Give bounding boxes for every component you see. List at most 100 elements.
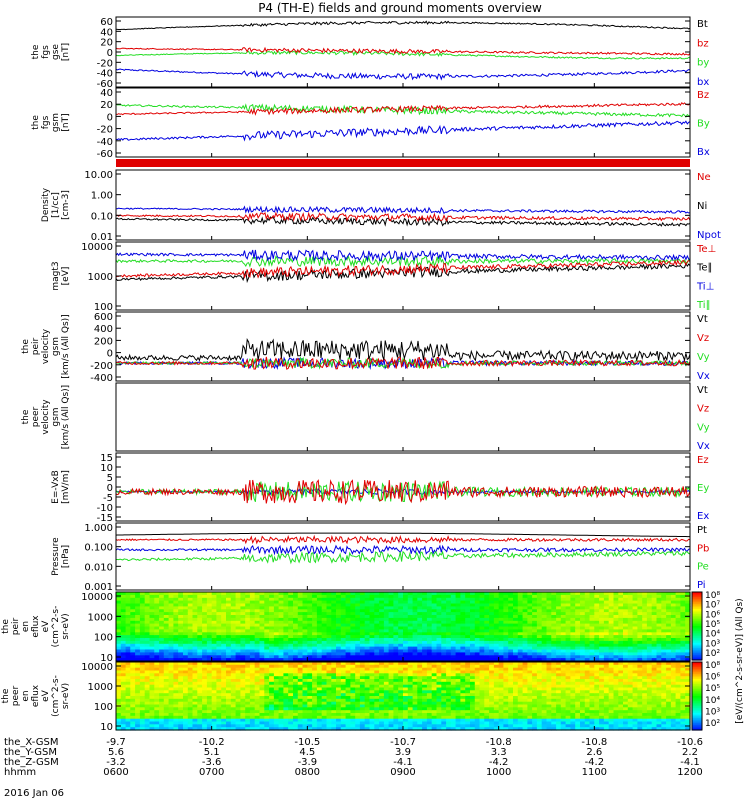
legend-Ez: Ez <box>697 455 709 466</box>
legend-Te∥: Te∥ <box>696 263 713 274</box>
colorbar-lower-cell <box>692 670 702 673</box>
trace-fgs-gsm-Bz <box>115 102 691 116</box>
ytick-label: 1000 <box>88 682 113 693</box>
ytick-label: -60 <box>97 79 113 90</box>
orbit-value: 5.6 <box>108 747 124 758</box>
colorbar-upper-frame <box>691 591 703 661</box>
trace-fgs-gse-bx <box>115 68 691 81</box>
colorbar-lower-cell <box>692 728 702 731</box>
ylabel-line: Density <box>41 187 51 222</box>
colorbar-upper-cell <box>692 614 702 617</box>
ylabel-line: [eV] <box>61 267 71 286</box>
colorbar-lower-cell <box>692 711 702 714</box>
orbit-value: -10.8 <box>581 737 607 748</box>
frame-density <box>115 169 691 241</box>
legend-Bx: Bx <box>697 147 710 158</box>
trace-fgs-gse-bz <box>115 46 691 56</box>
ytick-label: -20 <box>97 58 113 69</box>
colorbar-upper-cell <box>692 639 702 642</box>
spectrogram-peer-eflux <box>116 662 691 731</box>
trace-fgs-gse-by <box>115 50 691 60</box>
trace-efield-Ez <box>115 479 691 506</box>
orbit-value: -10.7 <box>390 737 416 748</box>
legend-Ti∥: Ti∥ <box>696 300 711 311</box>
legend-Te⊥: Te⊥ <box>696 244 716 255</box>
ytick-label: 0.100 <box>84 543 113 554</box>
ylabel-line: [nPa] <box>61 545 71 568</box>
orbit-row-label: the_Z-GSM <box>4 757 59 768</box>
ytick-label: -15 <box>97 513 113 524</box>
orbit-value: -3.2 <box>106 757 126 768</box>
colorbar-upper-cell <box>692 658 702 661</box>
frame-temp <box>115 241 691 311</box>
frame-peer-vel <box>115 382 691 452</box>
legend-Bz: Bz <box>697 90 709 101</box>
orbit-axis-labels: the_X-GSM -9.7 -10.2 -10.5 -10.7 -10.8 -10.8 -1… <box>4 737 703 778</box>
colorbar-lower-cell <box>692 679 702 682</box>
ytick-label: 40 <box>100 88 113 99</box>
ylabel-line: [mV/m] <box>61 470 71 504</box>
orbit-value: 3.9 <box>395 747 411 758</box>
colorbar-upper-cell <box>692 631 702 634</box>
orbit-value: -10.2 <box>199 737 225 748</box>
colorbar-lower-cell <box>692 723 702 726</box>
colorbar-upper-cell <box>692 641 702 644</box>
ylabel-line: magt3 <box>51 261 61 290</box>
ytick-label: -5 <box>103 493 113 504</box>
orbit-value: 0700 <box>199 767 224 778</box>
ylabel-line: [km/s (All Qs)] <box>61 314 71 378</box>
spectrogram-peir-eflux <box>116 592 691 662</box>
colorbar-lower-cell <box>692 694 702 697</box>
ytick-label: -20 <box>97 125 113 136</box>
ytick-label: 40 <box>100 27 113 38</box>
colorbar-upper-cell <box>692 617 702 620</box>
ylabel-line: peir <box>11 617 21 635</box>
ytick-label: 0.010 <box>84 562 113 573</box>
ylabel-line: Pressure <box>51 537 61 576</box>
orbit-row-label: the_X-GSM <box>4 737 58 748</box>
legend-Npot: Npot <box>697 230 721 241</box>
colorbar-lower-cell <box>692 684 702 687</box>
ytick-label: -400 <box>90 373 113 384</box>
legend-Pb: Pb <box>697 543 709 554</box>
panel-peer-vel: the peer velocity gsm [km/s (All Qs)] Vt Vz Vy V… <box>21 382 710 452</box>
colorbar-lower-tick: 10⁵ <box>705 684 720 694</box>
ytick-label: 10000 <box>81 592 113 603</box>
legend-Pe: Pe <box>697 562 709 573</box>
ylabel-line: the <box>21 339 31 354</box>
frame-fgs-gsm <box>115 87 691 158</box>
ytick-label: 0 <box>107 112 113 123</box>
colorbar-lower-cell <box>692 724 702 728</box>
panel-pressure: 1.000 0.100 0.010 0.001 Pressure [nPa] Pt Pb Pe P… <box>51 522 709 593</box>
legend-by: by <box>697 58 709 69</box>
legend-By: By <box>697 119 710 130</box>
orbit-value: 0900 <box>390 767 415 778</box>
colorbar-upper-cell <box>692 620 702 624</box>
colorbar-lower-cell <box>692 716 702 719</box>
colorbar-upper-cell <box>692 656 702 659</box>
trace-peir-vel-Vx <box>115 356 691 371</box>
ylabel-line: [nT] <box>61 43 71 61</box>
colorbar-upper-cell <box>692 619 702 622</box>
legend-Bt: Bt <box>697 19 708 30</box>
legend-Ne: Ne <box>697 172 711 183</box>
ylabel-line: gsm <box>51 407 61 426</box>
orbit-value: 2.6 <box>586 747 602 758</box>
orbit-value: -4.1 <box>680 757 700 768</box>
colorbar-lower-tick: 10⁴ <box>705 696 720 706</box>
ytick-label: 100 <box>94 633 113 644</box>
colorbar-upper-cell <box>692 649 702 653</box>
colorbar-lower-cell <box>692 665 702 668</box>
ylabel-line: eflux <box>31 684 41 707</box>
legend-Vy: Vy <box>697 422 710 433</box>
colorbar-upper-cell <box>692 603 702 607</box>
colorbar-upper-cell <box>692 597 702 600</box>
colorbar-lower-cell <box>692 699 702 702</box>
ylabel-line: [cm-3] <box>61 190 71 220</box>
orbit-value: 1000 <box>486 767 511 778</box>
date-label: 2016 Jan 06 <box>4 788 64 799</box>
ylabel-line: eV <box>41 689 51 702</box>
